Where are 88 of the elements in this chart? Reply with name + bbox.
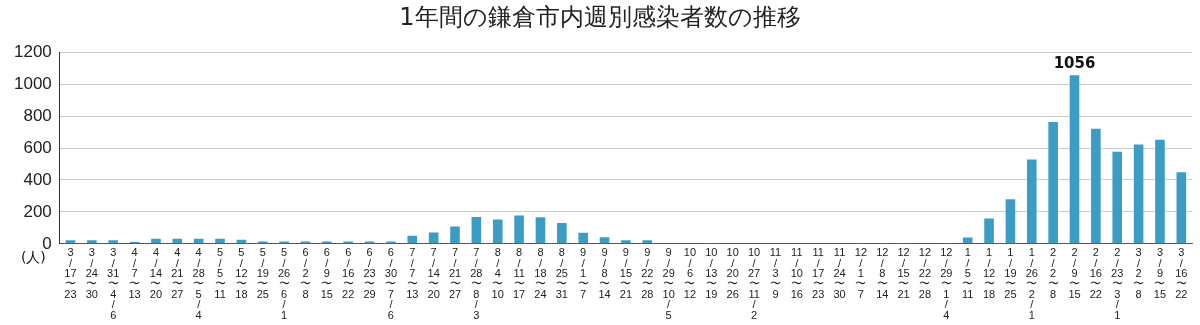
x-tick-label: 3/17〜23: [64, 246, 77, 300]
x-tick-label: 12/29〜1/4: [940, 246, 953, 321]
y-tick-label: 200: [23, 201, 52, 221]
x-tick-label: 1/26〜2/1: [1025, 246, 1038, 321]
x-tick-label: 3/31〜4/6: [107, 246, 120, 321]
bar: [471, 217, 482, 244]
x-tick-label: 11/24〜30: [833, 246, 846, 300]
x-tick-label: 9/1〜7: [577, 246, 589, 300]
bar: [450, 226, 460, 244]
x-tick-label: 7/7〜13: [406, 246, 419, 300]
x-tick-label: 12/15〜21: [897, 246, 910, 300]
x-tick-label: 12/22〜28: [918, 246, 932, 300]
x-tick-label: 11/17〜23: [812, 246, 825, 300]
x-tick-label: 6/23〜29: [363, 246, 376, 300]
x-tick-label: 4/28〜5/4: [192, 246, 205, 321]
y-axis-title: (人): [20, 249, 46, 266]
y-tick-label: 600: [23, 137, 52, 157]
bar: [642, 240, 653, 244]
x-tick-label: 3/2〜8: [1133, 246, 1145, 300]
x-tick-label: 12/8〜14: [876, 246, 889, 300]
x-tick-label: 8/25〜31: [555, 246, 568, 300]
bar: [962, 237, 973, 244]
x-tick-label: 12/1〜7: [854, 246, 868, 300]
x-tick-label: 3/16〜22: [1175, 246, 1188, 300]
x-tick-label: 8/4〜10: [491, 246, 504, 300]
bar: [87, 240, 97, 244]
x-tick-label: 10/20〜26: [726, 246, 739, 300]
bar: [151, 238, 161, 244]
x-tick-label: 5/26〜6/1: [277, 246, 291, 321]
x-tick-label: 4/7〜13: [128, 246, 141, 300]
x-tick-label: 1/5〜11: [961, 246, 974, 300]
x-tick-label: 9/22〜28: [641, 246, 654, 300]
bar: [108, 240, 119, 244]
bar: [215, 238, 225, 244]
bar: [1026, 159, 1037, 244]
bar: [621, 240, 631, 244]
bar: [1176, 172, 1187, 244]
x-tick-label: 11/10〜16: [790, 246, 803, 300]
x-tick-label: 4/14〜20: [149, 246, 163, 300]
y-tick-label: 1200: [13, 41, 52, 61]
bar: [1133, 144, 1144, 244]
x-tick-label: 9/15〜21: [619, 246, 633, 300]
x-tick-label: 3/9〜15: [1153, 246, 1167, 300]
x-tick-label: 7/21〜27: [448, 246, 462, 300]
x-tick-label: 11/3〜9: [769, 246, 782, 300]
y-tick-label: 800: [23, 105, 52, 125]
x-tick-label: 5/19〜25: [256, 246, 269, 300]
y-tick-label: 400: [23, 169, 52, 189]
x-tick-label: 10/6〜12: [683, 246, 697, 300]
x-tick-label: 6/2〜8: [299, 246, 311, 300]
x-tick-label: 5/5〜11: [214, 246, 226, 300]
bar: [535, 217, 546, 244]
bar: [1005, 199, 1016, 244]
x-tick-label: 6/30〜7/6: [384, 246, 398, 321]
x-tick-label: 5/12〜18: [235, 246, 248, 300]
x-tick-label: 10/27〜11/2: [747, 246, 761, 321]
x-tick-label: 2/16〜22: [1089, 246, 1102, 300]
data-label: 1056: [1053, 53, 1096, 72]
x-tick-label: 10/13〜19: [705, 246, 718, 300]
bar: [599, 237, 610, 244]
x-tick-label: 1/12〜18: [982, 246, 996, 300]
bar: [492, 219, 503, 244]
x-tick-label: 7/14〜20: [427, 246, 440, 300]
x-tick-label: 2/23〜3/1: [1111, 246, 1124, 321]
bar: [1091, 128, 1101, 244]
bar: [1048, 121, 1058, 244]
bar: [407, 235, 418, 244]
x-tick-label: 8/18〜24: [534, 246, 547, 300]
x-tick-label: 3/24〜30: [85, 246, 98, 300]
bar: [984, 218, 994, 244]
bar: [1155, 139, 1165, 244]
x-tick-label: 2/9〜15: [1068, 246, 1081, 300]
x-tick-label: 9/29〜10/5: [662, 246, 675, 321]
x-tick-label: 7/28〜8/3: [470, 246, 483, 321]
x-tick-label: 6/16〜22: [342, 246, 355, 300]
bar: [514, 215, 524, 244]
y-tick-label: 1000: [13, 73, 52, 93]
bar: [578, 232, 588, 244]
x-tick-label: 1/19〜25: [1004, 246, 1017, 300]
x-tick-label: 6/9〜15: [320, 246, 333, 300]
bar: [1069, 75, 1080, 244]
bar: [1112, 151, 1123, 244]
x-tick-label: 8/11〜17: [512, 246, 526, 300]
bar: [557, 222, 567, 244]
chart-title: 1年間の鎌倉市内週別感染者数の推移: [398, 2, 802, 33]
x-tick-label: 9/8〜14: [598, 246, 611, 300]
x-tick-label: 2/2〜8: [1047, 246, 1059, 300]
x-tick-label: 4/21〜27: [171, 246, 184, 300]
